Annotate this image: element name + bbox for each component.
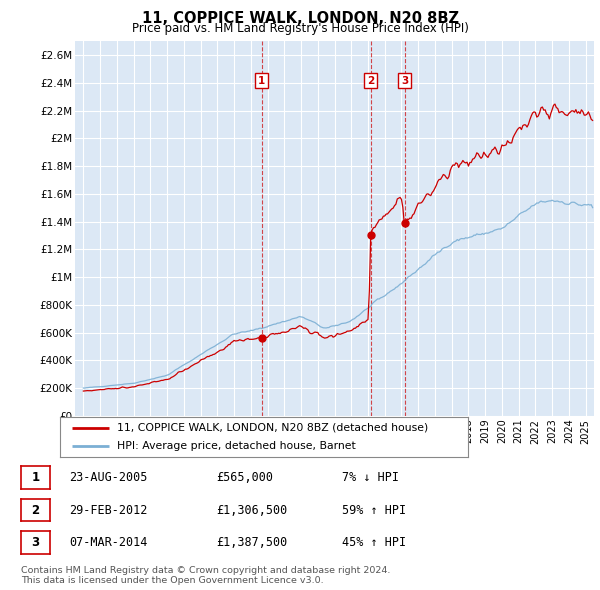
Text: 1: 1 [258, 76, 265, 86]
Text: 45% ↑ HPI: 45% ↑ HPI [342, 536, 406, 549]
Text: 2: 2 [367, 76, 374, 86]
Text: 3: 3 [401, 76, 408, 86]
Text: 11, COPPICE WALK, LONDON, N20 8BZ: 11, COPPICE WALK, LONDON, N20 8BZ [142, 11, 458, 25]
Text: Contains HM Land Registry data © Crown copyright and database right 2024.
This d: Contains HM Land Registry data © Crown c… [21, 566, 391, 585]
Text: 29-FEB-2012: 29-FEB-2012 [69, 503, 148, 517]
Text: £1,387,500: £1,387,500 [216, 536, 287, 549]
Text: 2: 2 [31, 503, 40, 517]
Text: HPI: Average price, detached house, Barnet: HPI: Average price, detached house, Barn… [117, 441, 356, 451]
Text: £1,306,500: £1,306,500 [216, 503, 287, 517]
Text: 23-AUG-2005: 23-AUG-2005 [69, 471, 148, 484]
Text: £565,000: £565,000 [216, 471, 273, 484]
Text: 59% ↑ HPI: 59% ↑ HPI [342, 503, 406, 517]
Text: 7% ↓ HPI: 7% ↓ HPI [342, 471, 399, 484]
Text: 3: 3 [31, 536, 40, 549]
Text: 07-MAR-2014: 07-MAR-2014 [69, 536, 148, 549]
Text: 11, COPPICE WALK, LONDON, N20 8BZ (detached house): 11, COPPICE WALK, LONDON, N20 8BZ (detac… [117, 423, 428, 433]
Text: Price paid vs. HM Land Registry's House Price Index (HPI): Price paid vs. HM Land Registry's House … [131, 22, 469, 35]
Text: 1: 1 [31, 471, 40, 484]
